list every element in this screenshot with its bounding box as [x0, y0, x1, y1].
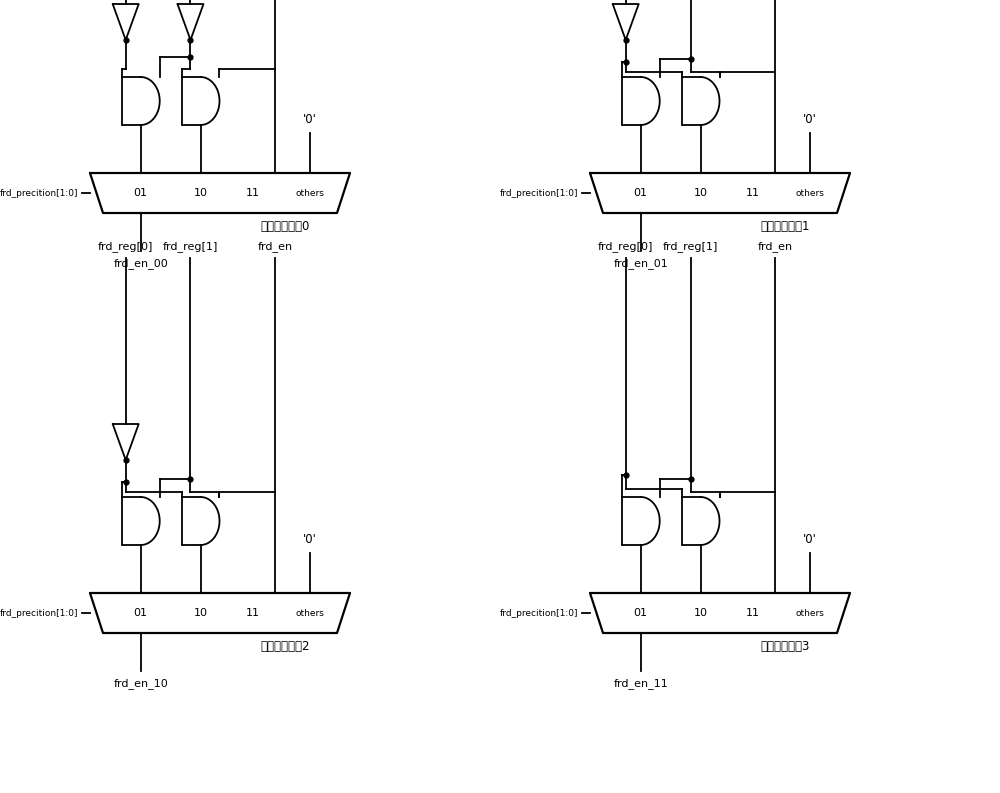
- Text: 01: 01: [634, 608, 648, 618]
- Text: 10: 10: [194, 608, 208, 618]
- Text: frd_en_00: frd_en_00: [113, 258, 168, 269]
- Text: frd_reg[0]: frd_reg[0]: [98, 241, 153, 252]
- Text: 01: 01: [134, 188, 148, 198]
- Text: others: others: [795, 189, 824, 197]
- Text: 10: 10: [694, 608, 708, 618]
- Text: 四选一选择器2: 四选一选择器2: [260, 640, 310, 653]
- Text: 四选一选择器0: 四选一选择器0: [260, 220, 310, 233]
- Text: 11: 11: [246, 608, 260, 618]
- Text: 11: 11: [246, 188, 260, 198]
- Text: '0': '0': [803, 113, 817, 126]
- Text: 10: 10: [694, 188, 708, 198]
- Text: 11: 11: [746, 608, 760, 618]
- Text: '0': '0': [803, 533, 817, 546]
- Text: frd_reg[1]: frd_reg[1]: [163, 241, 218, 252]
- Text: '0': '0': [303, 533, 317, 546]
- Text: frd_en: frd_en: [757, 241, 793, 252]
- Text: 10: 10: [194, 188, 208, 198]
- Text: 四选一选择器1: 四选一选择器1: [760, 220, 810, 233]
- Text: 11: 11: [746, 188, 760, 198]
- Text: frd_precition[1:0]: frd_precition[1:0]: [0, 608, 78, 618]
- Text: others: others: [295, 608, 324, 618]
- Text: 01: 01: [634, 188, 648, 198]
- Text: 四选一选择器3: 四选一选择器3: [760, 640, 810, 653]
- Text: 01: 01: [134, 608, 148, 618]
- Text: frd_reg[1]: frd_reg[1]: [663, 241, 718, 252]
- Text: frd_precition[1:0]: frd_precition[1:0]: [500, 608, 578, 618]
- Text: frd_en_11: frd_en_11: [613, 678, 668, 689]
- Text: frd_en_01: frd_en_01: [613, 258, 668, 269]
- Text: frd_precition[1:0]: frd_precition[1:0]: [0, 189, 78, 197]
- Text: others: others: [795, 608, 824, 618]
- Text: '0': '0': [303, 113, 317, 126]
- Text: others: others: [295, 189, 324, 197]
- Text: frd_precition[1:0]: frd_precition[1:0]: [500, 189, 578, 197]
- Text: frd_en: frd_en: [257, 241, 293, 252]
- Text: frd_en_10: frd_en_10: [113, 678, 168, 689]
- Text: frd_reg[0]: frd_reg[0]: [598, 241, 653, 252]
